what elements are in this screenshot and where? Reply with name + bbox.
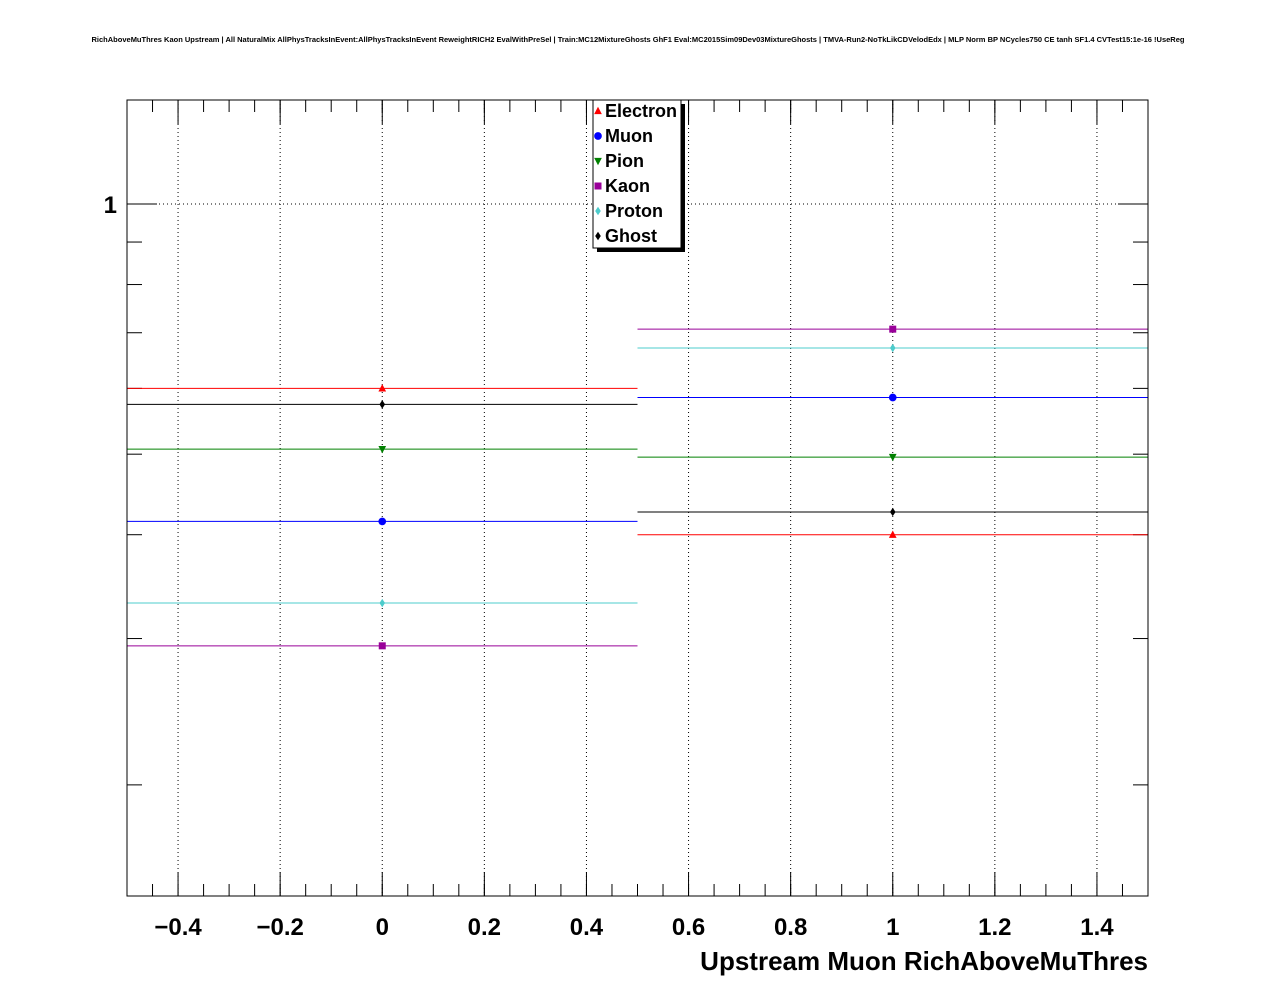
legend-label: Electron (605, 101, 677, 121)
series-pion (127, 446, 1148, 462)
legend-label: Ghost (605, 226, 657, 246)
y-tick-label: 1 (104, 192, 117, 219)
x-tick-label: 1.2 (978, 914, 1011, 941)
x-tick-label: 1 (886, 914, 899, 941)
legend-marker-kaon (594, 182, 602, 190)
x-tick-label: 0 (376, 914, 389, 941)
data-point (888, 453, 897, 462)
legend-marker-electron (594, 106, 602, 115)
series-group (127, 325, 1148, 650)
data-point (888, 393, 897, 402)
legend-label: Pion (605, 151, 644, 171)
legend-marker-muon (594, 132, 602, 140)
grid (127, 100, 1148, 896)
legend-box (592, 99, 682, 249)
x-tick-label: −0.4 (154, 914, 202, 941)
series-electron (127, 384, 1148, 538)
data-point (888, 530, 897, 538)
x-tick-label: 0.6 (672, 914, 705, 941)
x-tick-label: 0.8 (774, 914, 807, 941)
data-point (378, 384, 387, 392)
x-tick-label: 1.4 (1080, 914, 1114, 941)
legend-label: Proton (605, 201, 663, 221)
series-ghost (127, 400, 1148, 517)
series-muon (127, 393, 1148, 526)
x-tick-label: 0.4 (570, 914, 604, 941)
data-point (379, 598, 386, 608)
series-proton (127, 343, 1148, 608)
chart-title: RichAboveMuThres Kaon Upstream | All Nat… (92, 35, 1185, 44)
data-point (378, 446, 387, 454)
legend-label: Muon (605, 126, 653, 146)
data-point (889, 343, 896, 353)
data-point (889, 325, 897, 333)
legend-marker-ghost (595, 231, 601, 241)
series-kaon (127, 325, 1148, 650)
legend: Electron Muon Pion Kaon Proton Ghost (592, 99, 685, 252)
data-point (889, 507, 896, 517)
legend-label: Kaon (605, 176, 650, 196)
x-axis-label: Upstream Muon RichAboveMuThres (700, 946, 1148, 976)
x-tick-label: 0.2 (468, 914, 501, 941)
data-point (379, 400, 386, 409)
data-point (378, 517, 387, 526)
legend-marker-proton (595, 206, 601, 216)
legend-marker-pion (594, 157, 602, 166)
data-point (378, 642, 386, 650)
x-tick-label: −0.2 (256, 914, 303, 941)
